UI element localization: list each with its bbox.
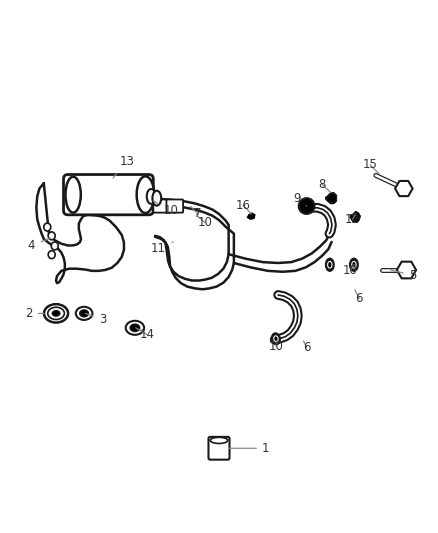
Text: 10: 10	[153, 201, 178, 217]
Text: 15: 15	[363, 158, 379, 174]
Polygon shape	[350, 212, 360, 222]
Text: 6: 6	[355, 290, 363, 304]
Text: 6: 6	[303, 341, 311, 354]
Ellipse shape	[350, 259, 358, 271]
Ellipse shape	[52, 311, 60, 316]
Polygon shape	[247, 213, 255, 219]
Text: 9: 9	[293, 192, 307, 206]
FancyBboxPatch shape	[166, 199, 183, 213]
Ellipse shape	[48, 251, 55, 259]
Ellipse shape	[44, 223, 51, 231]
Text: 3: 3	[85, 313, 106, 326]
Text: 8: 8	[318, 177, 331, 193]
Text: 10: 10	[196, 215, 212, 229]
Text: 10: 10	[343, 264, 358, 277]
Ellipse shape	[51, 242, 58, 250]
FancyBboxPatch shape	[153, 199, 170, 213]
Ellipse shape	[44, 304, 68, 322]
Ellipse shape	[352, 261, 356, 268]
Polygon shape	[326, 193, 336, 204]
Ellipse shape	[272, 333, 280, 344]
Circle shape	[299, 198, 314, 214]
Ellipse shape	[210, 437, 228, 443]
Text: 2: 2	[25, 308, 44, 320]
Text: 13: 13	[113, 155, 134, 178]
Ellipse shape	[48, 307, 64, 319]
Text: 5: 5	[391, 269, 416, 282]
Ellipse shape	[137, 176, 154, 213]
Ellipse shape	[274, 336, 278, 342]
FancyBboxPatch shape	[64, 174, 153, 215]
Text: 12: 12	[345, 213, 360, 225]
Text: 10: 10	[268, 340, 283, 353]
Ellipse shape	[130, 324, 140, 332]
Ellipse shape	[147, 189, 155, 204]
FancyBboxPatch shape	[208, 437, 230, 459]
Text: 4: 4	[28, 238, 50, 252]
Text: 7: 7	[191, 206, 202, 221]
Text: 16: 16	[236, 199, 251, 214]
Polygon shape	[36, 183, 124, 283]
Ellipse shape	[328, 261, 332, 268]
Text: 14: 14	[136, 328, 154, 341]
Ellipse shape	[326, 259, 334, 271]
Ellipse shape	[76, 307, 92, 320]
Text: 1: 1	[229, 442, 270, 455]
Text: 11: 11	[151, 242, 173, 255]
Ellipse shape	[80, 310, 88, 317]
Ellipse shape	[126, 321, 144, 335]
Ellipse shape	[65, 177, 81, 213]
Ellipse shape	[152, 191, 161, 206]
Ellipse shape	[48, 232, 55, 240]
